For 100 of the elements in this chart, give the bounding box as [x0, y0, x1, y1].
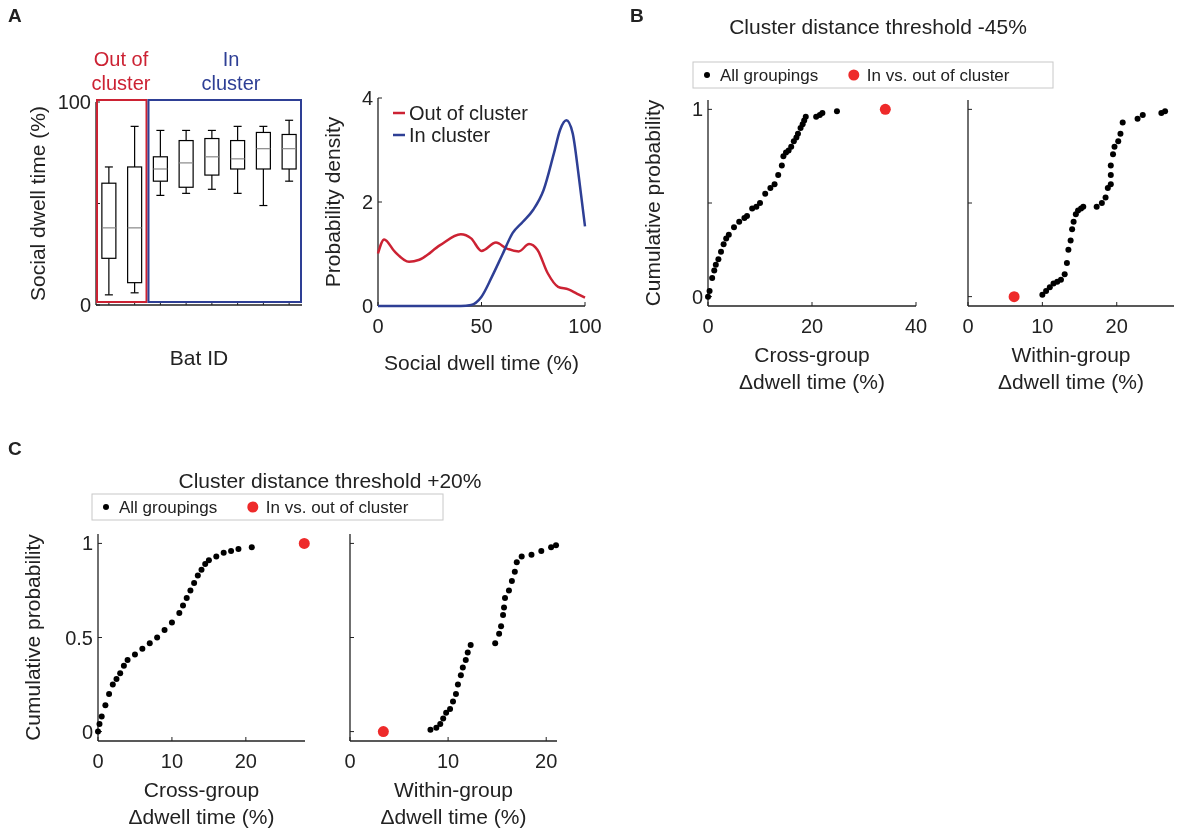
point	[879, 103, 891, 115]
x-tick-label: 20	[234, 750, 257, 772]
chart-title: Cluster distance threshold +20%	[178, 469, 482, 492]
point	[1070, 218, 1077, 225]
point	[464, 649, 471, 656]
point	[102, 702, 109, 709]
point	[778, 162, 785, 169]
x-tick-label: 20	[1105, 315, 1128, 337]
point	[1107, 171, 1114, 178]
point	[736, 218, 743, 225]
x-tick-label: 0	[344, 750, 356, 772]
point	[505, 587, 512, 594]
x-tick-label: 100	[568, 315, 602, 337]
point	[106, 690, 113, 697]
point	[498, 623, 505, 630]
point	[1139, 111, 1146, 118]
point	[98, 713, 105, 720]
point	[1098, 200, 1105, 206]
point	[833, 108, 840, 115]
point	[96, 721, 103, 728]
point	[528, 551, 535, 558]
point	[180, 602, 187, 609]
point	[120, 662, 127, 669]
y-tick-label: 0	[81, 720, 93, 743]
point	[492, 640, 499, 647]
point	[513, 559, 520, 566]
x-axis-title: Cross-group Δdwell time (%)	[128, 778, 275, 828]
point	[205, 557, 212, 564]
point	[1115, 138, 1122, 145]
point	[117, 670, 124, 677]
point	[538, 547, 545, 554]
point	[502, 594, 509, 601]
point	[720, 241, 727, 248]
point	[757, 200, 763, 206]
point	[440, 715, 447, 722]
point	[496, 630, 503, 637]
point	[780, 153, 787, 160]
point	[771, 181, 778, 188]
legend-label: All groupings	[720, 66, 819, 85]
point	[1107, 181, 1114, 188]
point	[457, 672, 464, 679]
point	[109, 681, 116, 688]
point	[767, 185, 774, 192]
point	[718, 248, 724, 255]
text: A	[8, 5, 22, 26]
point	[1065, 246, 1072, 253]
point	[176, 610, 183, 617]
point	[183, 594, 190, 601]
point	[168, 619, 175, 626]
line-series	[376, 232, 587, 299]
point	[1061, 271, 1068, 278]
x-axis-title: Within-group Δdwell time (%)	[380, 778, 527, 828]
y-tick-label: 1	[81, 532, 93, 555]
y-axis-title: Cumulative probability	[641, 99, 664, 307]
point	[454, 681, 461, 688]
point	[1119, 119, 1126, 126]
x-axis-title: Within-group Δdwell time (%)	[998, 343, 1144, 393]
point	[228, 547, 235, 554]
legend-label: Out of cluster	[409, 102, 529, 124]
point	[1093, 203, 1100, 210]
point	[450, 698, 457, 705]
point	[1134, 115, 1141, 122]
legend-label: All groupings	[119, 498, 218, 517]
point	[452, 690, 459, 697]
point	[447, 706, 454, 713]
point	[794, 130, 801, 137]
y-axis-title: Social dwell time (%)	[26, 106, 49, 301]
point	[518, 553, 525, 560]
point	[508, 578, 515, 585]
point	[187, 587, 194, 594]
text: B	[630, 5, 644, 26]
point	[1039, 291, 1046, 298]
x-tick-label: 0	[962, 315, 974, 337]
point	[500, 611, 507, 618]
point	[501, 604, 508, 611]
point	[191, 579, 198, 586]
x-axis-title: Cross-group Δdwell time (%)	[739, 343, 885, 393]
point	[711, 267, 718, 274]
y-tick-label: 4	[361, 87, 373, 109]
point	[753, 203, 760, 210]
point	[248, 544, 255, 551]
point	[443, 709, 450, 716]
point	[788, 143, 795, 150]
point	[511, 568, 518, 575]
x-tick-label: 50	[470, 315, 493, 337]
point	[762, 190, 769, 197]
point	[1104, 185, 1111, 192]
point	[1111, 143, 1118, 150]
point	[1063, 259, 1070, 266]
point	[467, 642, 474, 649]
y-tick-label: 2	[361, 191, 373, 213]
text: In cluster	[201, 48, 261, 94]
point	[725, 231, 732, 238]
x-tick-label: 20	[800, 315, 824, 337]
y-axis-title: Cumulative probability	[21, 533, 44, 741]
point	[194, 572, 201, 579]
point	[1117, 130, 1124, 137]
point	[433, 724, 440, 731]
point	[202, 561, 209, 568]
point	[146, 640, 153, 647]
